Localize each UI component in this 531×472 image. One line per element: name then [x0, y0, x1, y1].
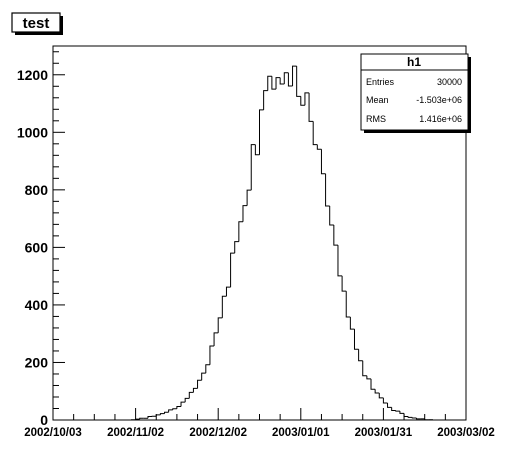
stats-mean-label: Mean [366, 95, 389, 105]
canvas-title-box: test [12, 13, 63, 35]
stats-entries-label: Entries [366, 77, 395, 87]
y-tick-label: 800 [25, 182, 49, 198]
x-tick-label: 2003/01/31 [355, 427, 413, 439]
x-tick-label: 2002/10/03 [24, 427, 82, 439]
x-tick-label: 2002/12/02 [189, 427, 247, 439]
y-tick-label: 200 [25, 354, 49, 370]
stats-box-title: h1 [407, 55, 421, 69]
y-tick-label: 600 [25, 239, 49, 255]
histogram-bin [412, 417, 416, 418]
x-tick-label: 2003/01/01 [272, 427, 330, 439]
stats-box: h1 Entries 30000 Mean -1.503e+06 RMS 1.4… [361, 54, 471, 133]
x-tick-label: 2003/03/02 [437, 427, 495, 439]
stats-mean-value: -1.503e+06 [416, 95, 462, 105]
y-tick-label: 400 [25, 297, 49, 313]
y-tick-label: 1000 [17, 124, 48, 140]
histogram-bin [396, 411, 400, 412]
stats-entries-value: 30000 [437, 77, 462, 87]
x-tick-label: 2002/11/02 [107, 427, 164, 439]
y-tick-label: 1200 [17, 67, 48, 83]
stats-rms-value: 1.416e+06 [419, 114, 462, 124]
stats-rms-label: RMS [366, 114, 386, 124]
histogram-bin [136, 419, 140, 420]
y-tick-label: 0 [40, 412, 48, 428]
canvas-title: test [23, 15, 50, 32]
